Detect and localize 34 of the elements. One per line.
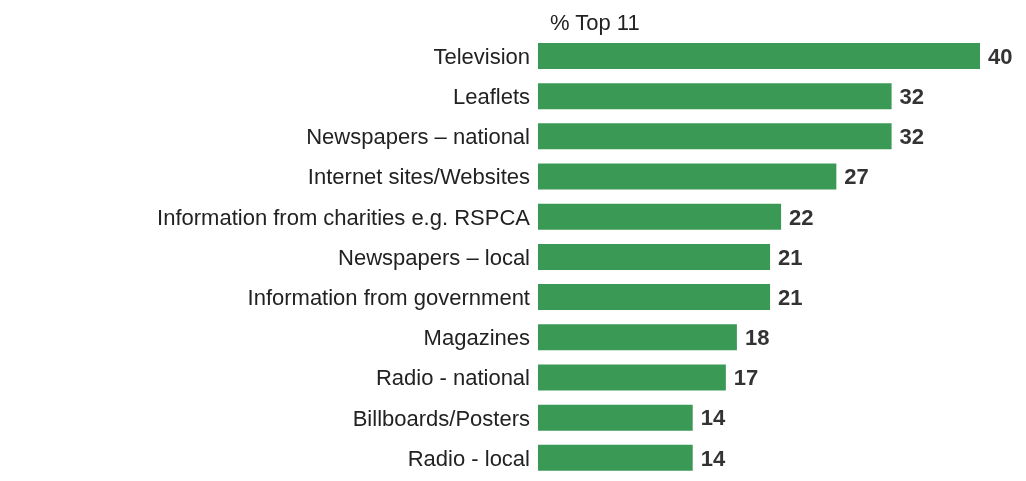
data-label: 21 bbox=[778, 244, 803, 270]
data-label: 40 bbox=[988, 43, 1013, 69]
y-tick-label: Leaflets bbox=[452, 84, 530, 110]
data-label: 32 bbox=[899, 83, 925, 109]
y-tick-label: Newspapers – national bbox=[306, 124, 530, 150]
y-tick-label: Newspapers – local bbox=[338, 244, 530, 270]
y-tick-label: Information from government bbox=[247, 284, 530, 310]
bar bbox=[538, 43, 980, 69]
data-label: 14 bbox=[700, 405, 726, 431]
bar bbox=[538, 123, 892, 150]
bar bbox=[538, 83, 892, 110]
y-tick-label: Magazines bbox=[423, 325, 530, 351]
y-tick-label: Radio - national bbox=[375, 365, 530, 391]
y-tick-label: Internet sites/Websites bbox=[307, 164, 530, 190]
bar bbox=[538, 284, 771, 311]
y-tick-label: Television bbox=[433, 43, 530, 69]
data-label: 32 bbox=[899, 124, 925, 150]
bar bbox=[538, 404, 693, 431]
bar bbox=[538, 243, 771, 270]
data-label: 27 bbox=[844, 164, 869, 190]
bar bbox=[538, 203, 782, 230]
bar bbox=[538, 163, 837, 190]
data-label: 17 bbox=[733, 365, 759, 391]
data-label: 18 bbox=[744, 325, 770, 351]
data-label: 14 bbox=[700, 445, 726, 471]
chart-title: % Top 11 bbox=[550, 10, 640, 36]
bar bbox=[538, 324, 737, 351]
data-label: 21 bbox=[778, 284, 803, 310]
y-tick-label: Radio - local bbox=[407, 445, 530, 471]
bar bbox=[538, 364, 726, 391]
y-tick-label: Billboards/Posters bbox=[352, 405, 530, 431]
bar bbox=[538, 444, 693, 471]
y-tick-label: Information from charities e.g. RSPCA bbox=[157, 204, 531, 230]
data-label: 22 bbox=[789, 204, 814, 230]
